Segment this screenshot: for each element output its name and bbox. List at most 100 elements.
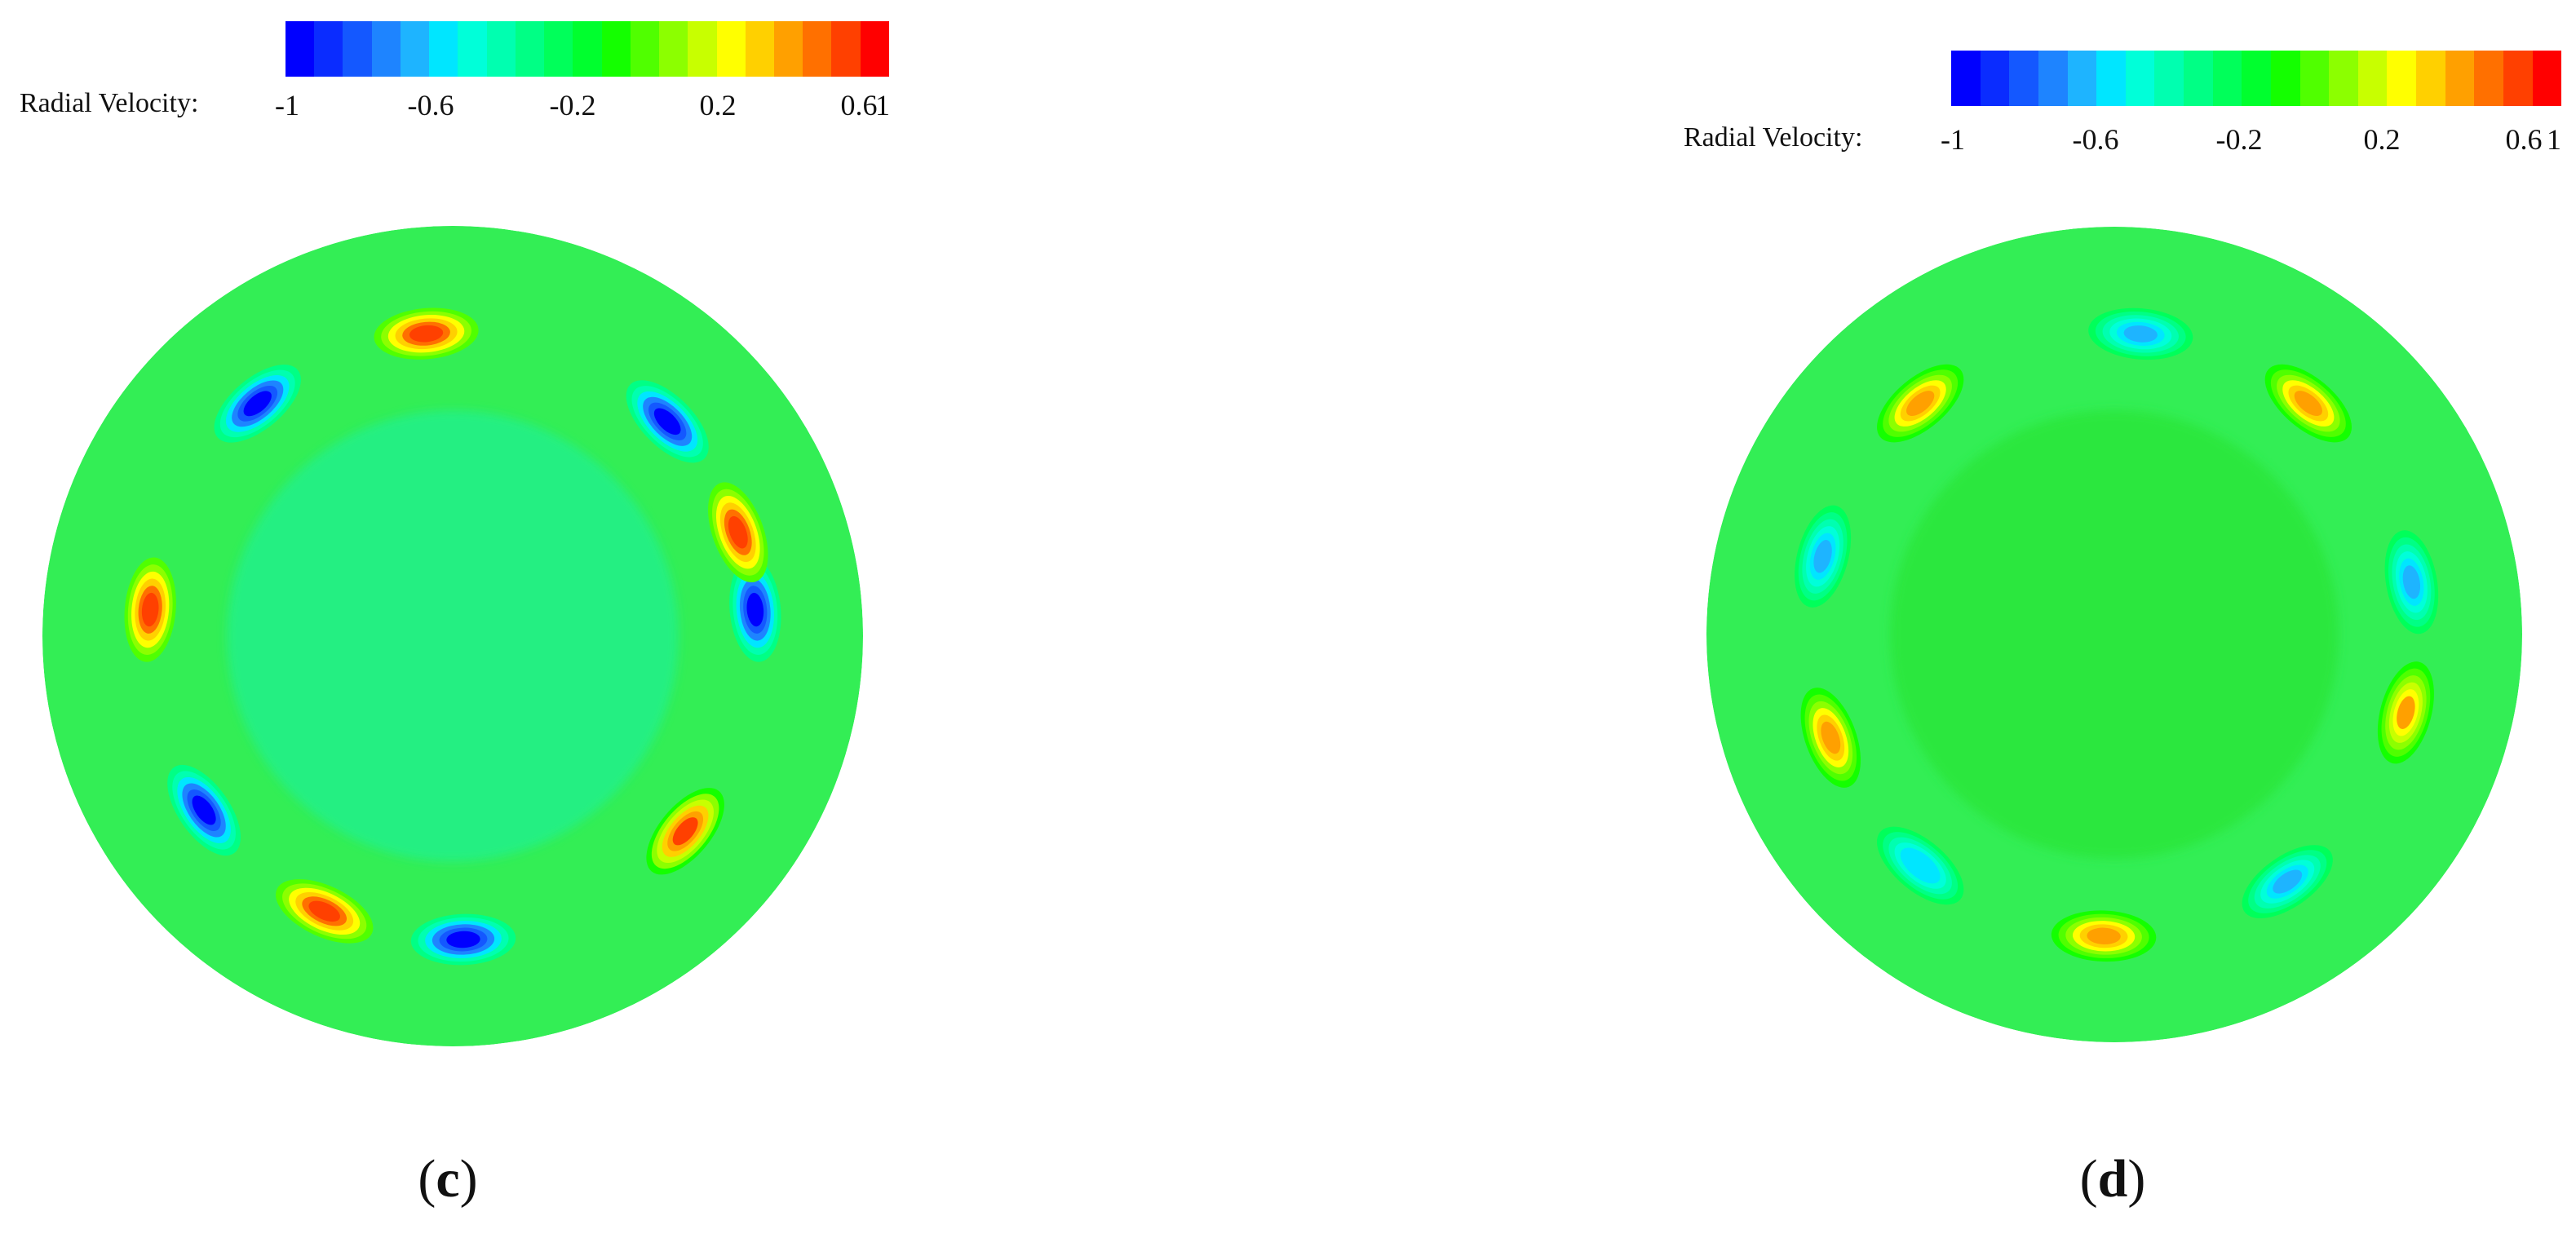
colorbar-segment bbox=[2067, 51, 2097, 106]
colorbar-segment bbox=[745, 21, 774, 77]
contour-lobe bbox=[2051, 910, 2157, 962]
contour-lobe bbox=[1876, 364, 1964, 443]
contour-level bbox=[1905, 852, 1935, 878]
colorbar-tick-label: -0.6 bbox=[407, 89, 454, 122]
colorbar-segment bbox=[343, 21, 372, 77]
colorbar-segment bbox=[2357, 51, 2388, 106]
colorbar-segment bbox=[716, 21, 746, 77]
contour-level bbox=[653, 408, 681, 436]
colorbar-segment bbox=[803, 21, 832, 77]
contour-level bbox=[746, 592, 764, 627]
contour-lobe bbox=[1876, 826, 1964, 905]
contour-level bbox=[2123, 325, 2158, 343]
inner-region bbox=[227, 410, 679, 862]
panel-caption-d: (d) bbox=[2079, 1149, 2146, 1209]
contour-level bbox=[308, 900, 340, 922]
contour-level bbox=[672, 817, 698, 846]
colorbar-tick-label: 0.6 bbox=[840, 89, 878, 122]
colorbar-segment bbox=[2270, 51, 2300, 106]
contour-level bbox=[728, 515, 748, 549]
colorbar-segment bbox=[544, 21, 573, 77]
colorbar-segment bbox=[371, 21, 401, 77]
contour-lobe bbox=[167, 764, 241, 856]
contour-level bbox=[1821, 721, 1841, 754]
colorbar-segment bbox=[314, 21, 343, 77]
colorbar-title-c: Radial Velocity: bbox=[20, 88, 199, 118]
colorbar-segment bbox=[2445, 51, 2475, 106]
contour-lobe bbox=[2088, 307, 2193, 360]
colorbar-segment bbox=[860, 21, 889, 77]
colorbar-segment bbox=[2212, 51, 2242, 106]
contour-level bbox=[141, 592, 159, 627]
panel-label-c: c bbox=[436, 1149, 460, 1209]
colorbar-segment bbox=[601, 21, 631, 77]
colorbar-c bbox=[285, 21, 889, 77]
colorbar-tick-label: 1 bbox=[875, 89, 890, 122]
contour-level bbox=[2087, 927, 2121, 945]
colorbar-segment bbox=[831, 21, 861, 77]
colorbar-segment bbox=[2329, 51, 2358, 106]
colorbar-segment bbox=[688, 21, 717, 77]
colorbar-segment bbox=[285, 21, 315, 77]
contour-lobe bbox=[626, 380, 709, 463]
contour-disk-c bbox=[42, 226, 863, 1046]
contour-lobe bbox=[410, 913, 516, 966]
colorbar-segment bbox=[2299, 51, 2330, 106]
colorbar-segment bbox=[400, 21, 430, 77]
colorbar-tick-label: -0.6 bbox=[2072, 123, 2119, 156]
contour-lobe bbox=[2377, 661, 2434, 764]
colorbar-segment bbox=[2125, 51, 2155, 106]
colorbar-segment bbox=[2242, 51, 2271, 106]
colorbar-segment bbox=[2154, 51, 2184, 106]
contour-lobe bbox=[2264, 364, 2352, 443]
contour-lobe bbox=[1795, 505, 1852, 608]
colorbar-segment bbox=[2503, 51, 2533, 106]
colorbar-tick-label: -0.2 bbox=[2215, 123, 2263, 156]
panel-label-d: d bbox=[2097, 1149, 2128, 1209]
panel-c: Radial Velocity: -1 -0.6 -0.2 0.2 0.6 1 (c) bbox=[20, 21, 890, 1209]
colorbar-segment bbox=[486, 21, 516, 77]
colorbar-segment bbox=[630, 21, 660, 77]
colorbar-tick-label: -1 bbox=[275, 89, 299, 122]
colorbar-tick-label: 0.2 bbox=[2363, 123, 2401, 156]
colorbar-segment bbox=[2474, 51, 2503, 106]
contour-level bbox=[1813, 540, 1832, 573]
contour-lobe bbox=[708, 482, 768, 583]
contour-lobe bbox=[214, 365, 301, 443]
colorbar-segment bbox=[2096, 51, 2126, 106]
colorbar-segment bbox=[2416, 51, 2445, 106]
contour-level bbox=[446, 931, 480, 948]
contour-level bbox=[409, 325, 444, 343]
colorbar-segment bbox=[1951, 51, 1981, 106]
contour-level bbox=[1905, 391, 1935, 417]
contour-level bbox=[2294, 391, 2323, 417]
contour-disk-d bbox=[1706, 227, 2522, 1042]
colorbar-segment bbox=[458, 21, 487, 77]
colorbar-segment bbox=[2532, 51, 2562, 106]
colorbar-title-d: Radial Velocity: bbox=[1684, 122, 1863, 153]
contour-level bbox=[243, 391, 272, 417]
colorbar-segment bbox=[773, 21, 803, 77]
colorbar-segment bbox=[2184, 51, 2213, 106]
colorbar-segment bbox=[2387, 51, 2416, 106]
contour-level bbox=[192, 795, 216, 825]
colorbar-d bbox=[1951, 51, 2562, 106]
contour-lobe bbox=[729, 557, 781, 662]
colorbar-segment bbox=[1980, 51, 2010, 106]
contour-lobe bbox=[2384, 530, 2439, 634]
colorbar-segment bbox=[515, 21, 545, 77]
contour-lobe bbox=[374, 307, 479, 360]
contour-lobe bbox=[646, 788, 724, 875]
contour-level bbox=[2397, 696, 2415, 729]
contour-lobe bbox=[275, 879, 374, 944]
contour-level bbox=[2273, 869, 2303, 894]
colorbar-tick-label: 0.6 bbox=[2505, 123, 2543, 156]
contour-lobe bbox=[124, 557, 176, 662]
colorbar-tick-label: 0.2 bbox=[699, 89, 737, 122]
contour-lobe bbox=[2242, 845, 2333, 918]
colorbar-tick-label: -0.2 bbox=[549, 89, 596, 122]
panel-d: Radial Velocity: -1 -0.6 -0.2 0.2 0.6 1 (d) bbox=[1288, 0, 2576, 1238]
colorbar-segment bbox=[2009, 51, 2038, 106]
contour-lobe bbox=[1800, 688, 1861, 788]
colorbar-tick-label: -1 bbox=[1941, 123, 1965, 156]
